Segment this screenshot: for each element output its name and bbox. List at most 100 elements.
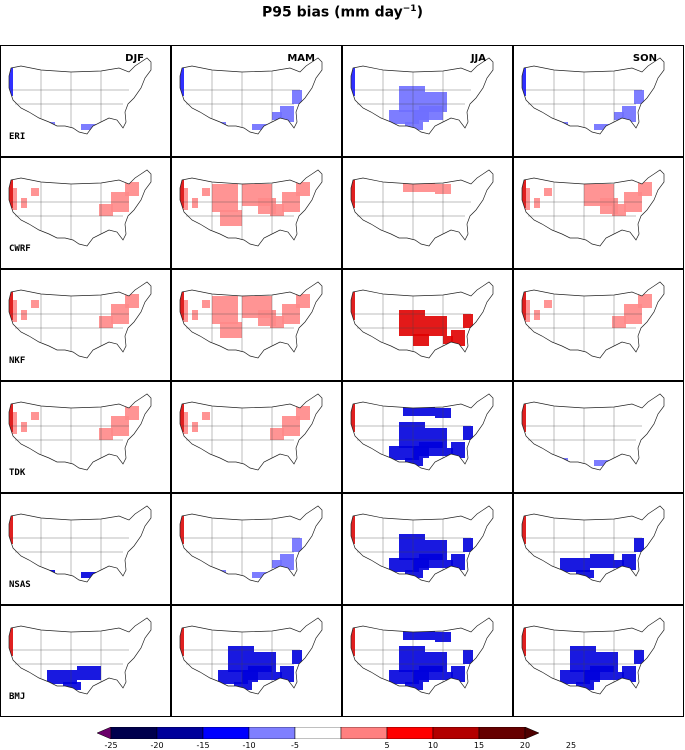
colorbar-tick-label: 10 [427, 741, 439, 750]
bias-region [296, 182, 310, 196]
colorbar-segment [110, 727, 158, 739]
bias-region [280, 554, 294, 570]
us-outline [350, 505, 494, 583]
bias-region [125, 294, 139, 308]
map-panel-bmj-son [513, 605, 684, 717]
bias-region [614, 112, 624, 120]
bias-region [399, 310, 425, 336]
bias-region [544, 188, 552, 196]
bias-region [616, 460, 630, 465]
colorbar-tick-label: -25 [104, 741, 118, 750]
bias-region [534, 310, 540, 320]
bias-region [21, 198, 27, 208]
bias-region [99, 204, 113, 216]
bias-region [103, 572, 117, 577]
bias-region [443, 672, 453, 680]
bias-region [544, 300, 552, 308]
west-coast-bias [180, 180, 184, 208]
us-outline [179, 617, 323, 695]
us-outline [179, 505, 323, 583]
bias-region [220, 322, 242, 338]
figure-title: P95 bias (mm day−1) [262, 4, 423, 21]
west-coast-bias [9, 68, 13, 96]
map-panel-nkf-djf: NKF [0, 269, 171, 381]
bias-region [403, 180, 435, 192]
map-panel-cwrf-son [513, 157, 684, 269]
bias-region [622, 666, 636, 682]
us-outline [521, 57, 665, 135]
us-outline [350, 393, 494, 471]
bias-region [576, 570, 594, 578]
map-panel-nsas-mam [171, 493, 342, 605]
map-panel-bmj-jja [342, 605, 513, 717]
map-panel-eri-djf: DJF ERI [0, 45, 171, 157]
us-map [179, 281, 323, 359]
map-panel-tdk-mam [171, 381, 342, 493]
bias-region [638, 182, 652, 196]
map-panel-cwrf-djf: CWRF [0, 157, 171, 269]
west-coast-bias [180, 404, 184, 432]
us-map [521, 617, 665, 695]
colorbar-segment [524, 727, 540, 739]
bias-region [463, 314, 473, 328]
west-coast-bias [522, 68, 526, 96]
west-coast-bias [522, 404, 526, 432]
us-outline [521, 505, 665, 583]
bias-region [389, 670, 419, 684]
bias-region [99, 316, 113, 328]
bias-region [574, 466, 590, 470]
us-map [179, 617, 323, 695]
bias-region [99, 428, 113, 440]
bias-region [202, 300, 210, 308]
map-panel-nsas-jja [342, 493, 513, 605]
colorbar-segment [340, 727, 388, 739]
map-panel-tdk-djf: TDK [0, 381, 171, 493]
map-panel-nkf-son [513, 269, 684, 381]
bias-region [463, 538, 473, 552]
colorbar-tick-label: 5 [384, 741, 390, 750]
us-outline [8, 617, 152, 695]
west-coast-bias [351, 68, 355, 96]
us-outline [8, 169, 152, 247]
us-outline [521, 169, 665, 247]
bias-region [419, 442, 443, 456]
west-coast-bias [9, 404, 13, 432]
bias-region [248, 666, 272, 680]
bias-region [524, 188, 530, 210]
bias-region [419, 554, 443, 568]
bias-region [47, 670, 77, 684]
map-panel-nsas-djf: NSAS [0, 493, 171, 605]
us-map [179, 169, 323, 247]
season-label: JJA [470, 53, 486, 64]
colorbar-segment [478, 727, 526, 739]
bias-region [11, 188, 17, 210]
us-map [521, 281, 665, 359]
us-outline [8, 57, 152, 135]
bias-region [389, 558, 419, 572]
bias-region [425, 316, 447, 336]
us-map [521, 57, 665, 135]
bias-region [192, 310, 198, 320]
us-outline [521, 617, 665, 695]
bias-region [11, 300, 17, 322]
us-outline [179, 169, 323, 247]
west-coast-bias [351, 516, 355, 544]
colorbar-segment [294, 727, 342, 739]
map-panel-eri-mam: MAM [171, 45, 342, 157]
bias-region [274, 124, 288, 129]
bias-region [451, 330, 465, 346]
bias-region [280, 666, 294, 682]
west-coast-bias [180, 516, 184, 544]
bias-region [612, 316, 626, 328]
bias-region [63, 682, 81, 690]
bias-region [61, 130, 77, 134]
bias-region [272, 672, 282, 680]
map-panel-tdk-son [513, 381, 684, 493]
map-panel-eri-jja: JJA [342, 45, 513, 157]
bias-region [614, 672, 624, 680]
season-label: DJF [125, 53, 144, 64]
west-coast-bias [351, 404, 355, 432]
bias-region [81, 124, 101, 130]
us-outline [8, 393, 152, 471]
bias-region [443, 336, 453, 344]
